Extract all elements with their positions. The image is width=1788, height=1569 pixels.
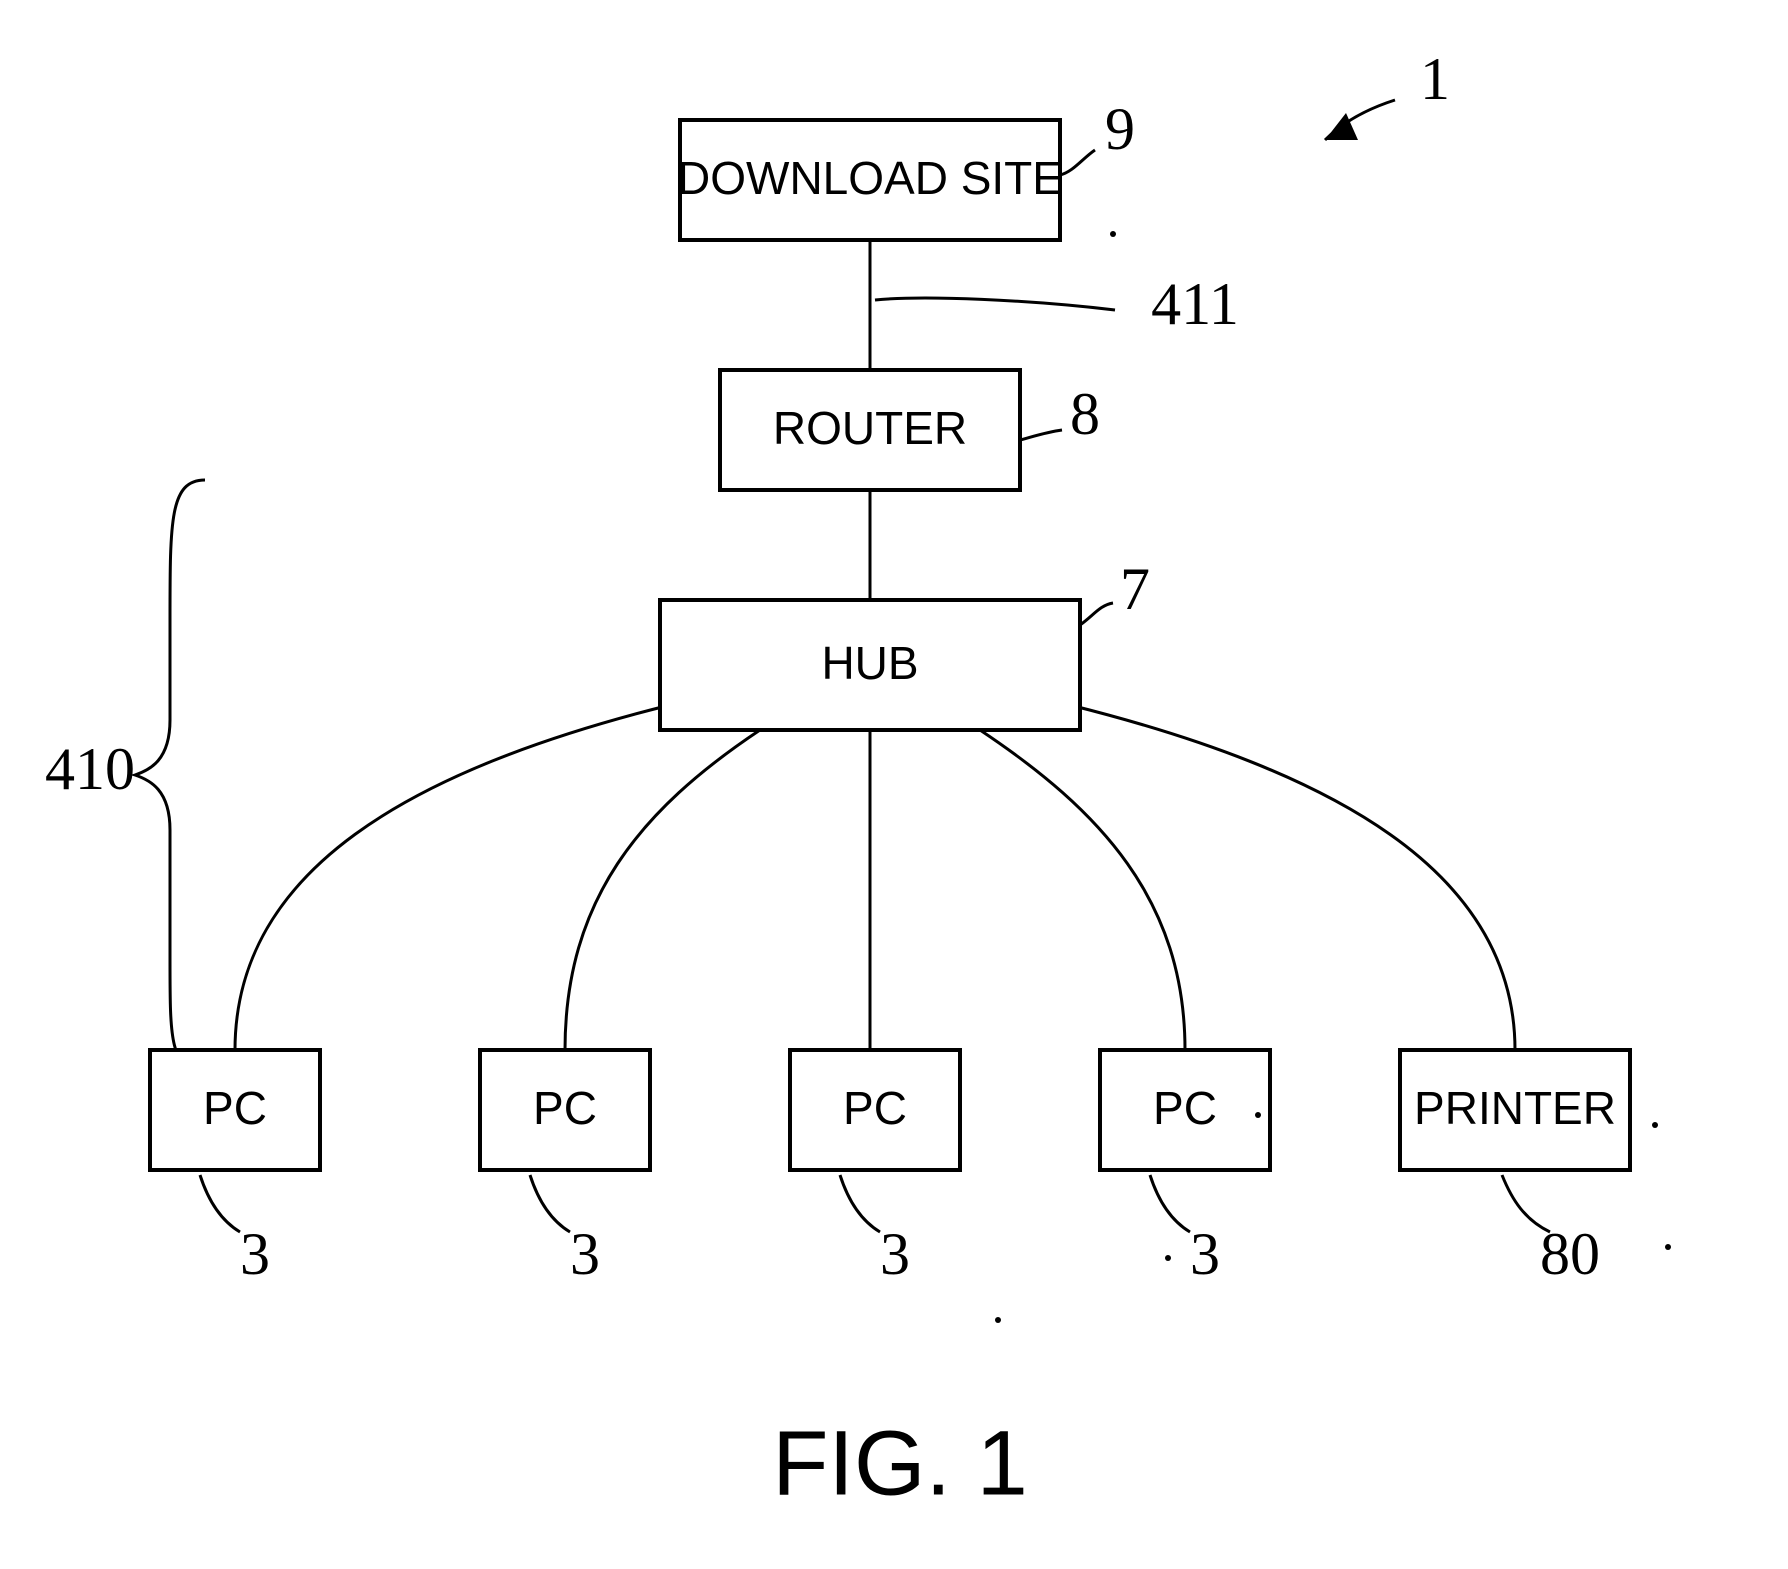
artifact-dot [1110,231,1116,237]
leader-hub [1080,603,1113,625]
node-label-router: ROUTER [773,402,967,454]
ref-pc2: 3 [570,1221,600,1287]
leader-pc1 [200,1175,240,1232]
node-label-pc1: PC [203,1082,267,1134]
node-pc3: PC [790,1050,960,1170]
artifact-dot [1652,1122,1658,1128]
artifact-dot [1165,1255,1171,1261]
node-download: DOWNLOAD SITE [677,120,1063,240]
node-pc1: PC [150,1050,320,1170]
artifact-dot [1665,1244,1671,1250]
node-label-download: DOWNLOAD SITE [677,152,1063,204]
ref-411: 411 [1151,271,1239,337]
node-pc2: PC [480,1050,650,1170]
leader-pc3 [840,1175,880,1232]
node-hub: HUB [660,600,1080,730]
leader-download [1060,150,1095,175]
ref-pc3: 3 [880,1221,910,1287]
node-label-hub: HUB [821,637,918,689]
ref-410: 410 [45,736,135,802]
connector-hub_pc4 [980,730,1185,1050]
ref-pc4: 3 [1190,1221,1220,1287]
bracket-410 [135,480,205,1070]
leader-pc4 [1150,1175,1190,1232]
ref-hub: 7 [1120,556,1150,622]
node-label-pc2: PC [533,1082,597,1134]
ref-pc1: 3 [240,1221,270,1287]
ref-download: 9 [1105,96,1135,162]
leader-411 [875,298,1115,310]
node-label-printer: PRINTER [1414,1082,1616,1134]
node-printer: PRINTER [1400,1050,1630,1170]
ref-printer: 80 [1540,1221,1600,1287]
node-label-pc3: PC [843,1082,907,1134]
node-pc4: PC [1100,1050,1270,1170]
node-router: ROUTER [720,370,1020,490]
node-label-pc4: PC [1153,1082,1217,1134]
figref-1-label: 1 [1420,46,1450,112]
leader-pc2 [530,1175,570,1232]
figure-caption: FIG. 1 [772,1412,1028,1514]
leader-router [1020,430,1062,440]
ref-router: 8 [1070,381,1100,447]
artifact-dot [995,1317,1001,1323]
connector-hub_pc2 [565,730,760,1050]
connector-hub_pc1 [235,705,670,1050]
artifact-dot [1255,1112,1261,1118]
